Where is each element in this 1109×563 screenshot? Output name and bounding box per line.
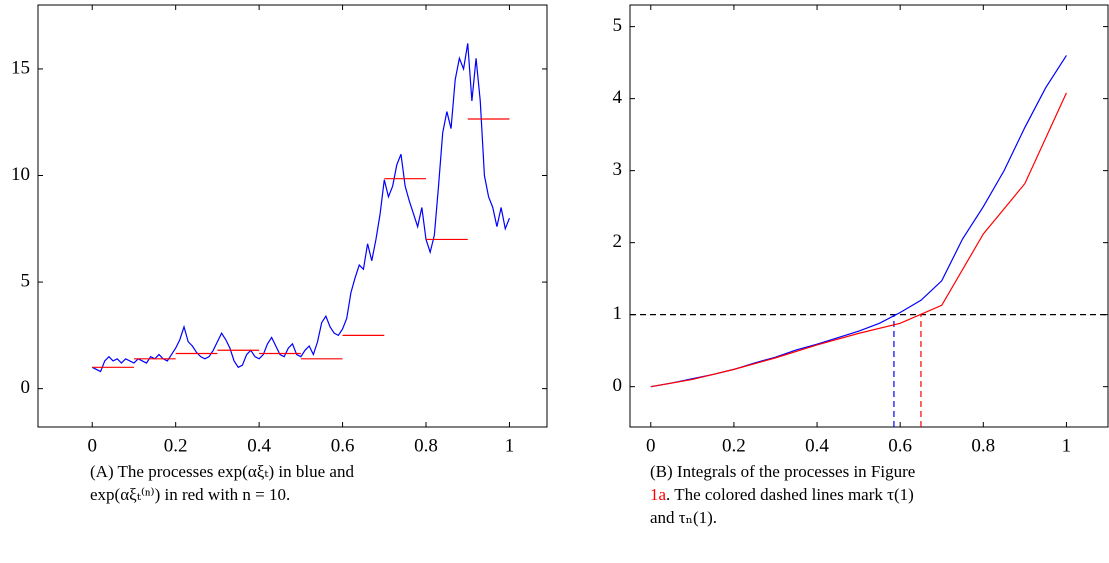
x-tick-label: 0.2 (164, 435, 188, 456)
caption-text: (B) Integrals of the processes in Figure (650, 462, 915, 481)
x-tick-label: 0.6 (888, 435, 912, 456)
x-tick-label: 0.2 (722, 435, 746, 456)
y-tick-label: 1 (613, 303, 623, 324)
caption-text: and τₙ(1). (650, 508, 717, 527)
x-tick-label: 0 (87, 435, 97, 456)
plot-frame (629, 4, 1109, 428)
caption-text: . The colored dashed lines mark τ(1) (666, 485, 914, 504)
x-tick-label: 0 (646, 435, 656, 456)
x-tick-label: 0.8 (971, 435, 995, 456)
y-tick-label: 5 (21, 270, 31, 291)
plot-frame (37, 4, 548, 428)
y-tick-label: 0 (21, 377, 31, 398)
x-tick-label: 0.4 (805, 435, 829, 456)
y-tick-label: 0 (613, 375, 623, 396)
caption: and τₙ(1). (650, 508, 717, 527)
y-tick-label: 3 (613, 159, 623, 180)
data-line (91, 43, 511, 373)
y-tick-label: 5 (613, 15, 623, 36)
x-tick-label: 0.6 (331, 435, 355, 456)
x-tick-label: 1 (505, 435, 515, 456)
caption-text: (A) The processes exp(αξₜ) in blue and (90, 462, 354, 481)
data-line (650, 55, 1067, 388)
caption-text: exp(αξₜ⁽ⁿ⁾) in red with n = 10. (90, 485, 290, 504)
caption-text: 1a (650, 485, 667, 504)
y-tick-label: 10 (11, 164, 30, 185)
y-tick-label: 4 (613, 87, 623, 108)
x-tick-label: 0.4 (247, 435, 271, 456)
x-tick-label: 1 (1062, 435, 1072, 456)
y-tick-label: 15 (11, 57, 30, 78)
caption: (B) Integrals of the processes in Figure (650, 462, 915, 481)
x-tick-label: 0.8 (414, 435, 438, 456)
data-line (92, 118, 510, 368)
caption: (A) The processes exp(αξₜ) in blue and (90, 462, 354, 481)
caption: exp(αξₜ⁽ⁿ⁾) in red with n = 10. (90, 485, 290, 504)
data-line (650, 92, 1067, 388)
y-tick-label: 2 (613, 231, 623, 252)
caption: 1a. The colored dashed lines mark τ(1) (650, 485, 914, 504)
